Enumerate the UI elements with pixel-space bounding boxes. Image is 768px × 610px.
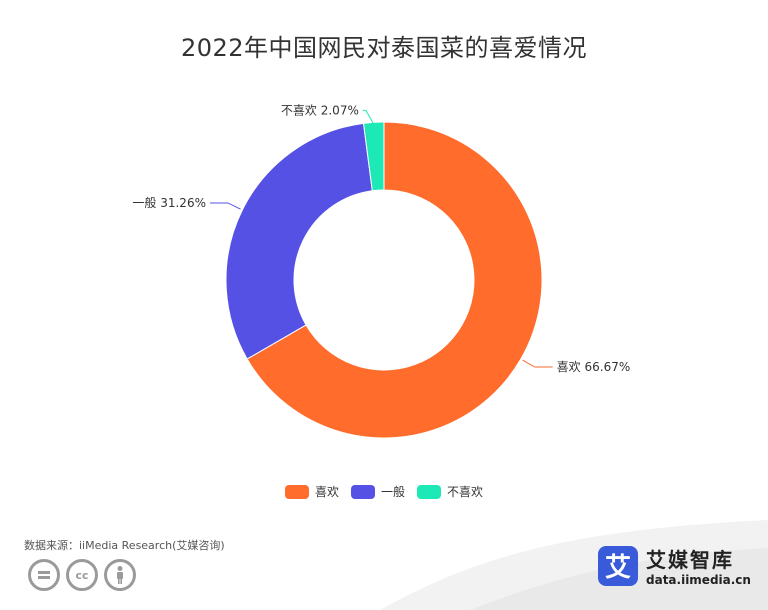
chart-legend: 喜欢 一般 不喜欢	[0, 483, 768, 500]
donut-slice-0	[246, 121, 543, 439]
brand-url: data.iimedia.cn	[646, 573, 751, 587]
donut-slice-1	[225, 122, 373, 360]
legend-swatch	[417, 484, 441, 499]
cc-icon: cc	[66, 559, 98, 591]
legend-label: 喜欢	[314, 485, 339, 499]
label-leader-line-1	[209, 202, 241, 210]
donut-chart: 喜欢 66.67% 一般 31.26% 不喜欢 2.07%	[132, 102, 631, 439]
slice-label-0: 喜欢 66.67%	[557, 359, 631, 374]
legend-label: 一般	[380, 485, 405, 499]
legend-label: 不喜欢	[447, 485, 484, 499]
slice-label-1: 一般 31.26%	[132, 195, 206, 210]
legend-item-0[interactable]: 喜欢	[284, 483, 339, 500]
brand-logo: 艾	[598, 545, 638, 586]
legend-item-1[interactable]: 一般	[350, 483, 405, 500]
license-icons: cc	[28, 559, 136, 591]
data-source: 数据来源：iiMedia Research(艾媒咨询)	[24, 539, 225, 552]
legend-swatch	[284, 484, 309, 499]
slice-label-2: 不喜欢 2.07%	[281, 102, 359, 117]
brand-name: 艾媒智库	[646, 548, 734, 572]
label-leader-line-0	[522, 359, 553, 368]
brand-text: 艾媒智库 data.iimedia.cn	[646, 544, 751, 587]
brand-mark: 艾 艾媒智库 data.iimedia.cn	[598, 544, 751, 587]
chart-title: 2022年中国网民对泰国菜的喜爱情况	[180, 34, 588, 62]
legend-swatch	[350, 484, 375, 499]
equals-icon	[28, 559, 60, 591]
label-leader-line-2	[362, 109, 375, 125]
svg-text:cc: cc	[75, 569, 88, 582]
person-icon	[104, 559, 136, 591]
donut-slice-2	[362, 121, 385, 192]
legend-item-2[interactable]: 不喜欢	[417, 483, 483, 500]
